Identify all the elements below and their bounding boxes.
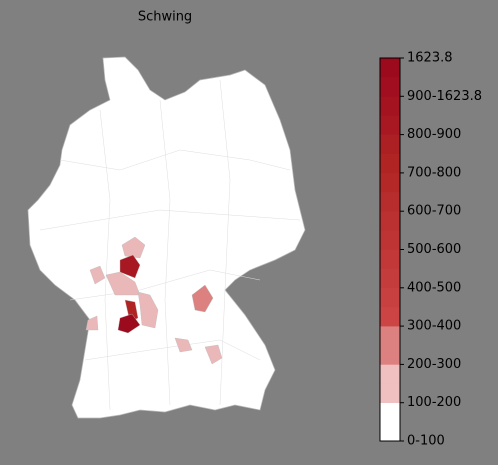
colorbar-segment xyxy=(380,287,400,308)
colorbar-label: 600-700 xyxy=(407,204,461,219)
colorbar-segment xyxy=(380,249,400,269)
colorbar-segment xyxy=(380,364,400,384)
colorbar-label: 300-400 xyxy=(407,319,461,334)
colorbar-segment xyxy=(380,421,400,442)
colorbar-segment xyxy=(380,402,400,423)
colorbar-segment xyxy=(380,134,400,155)
colorbar-label: 100-200 xyxy=(407,395,461,410)
map-title: Schwing xyxy=(138,10,192,25)
colorbar-label: 700-800 xyxy=(407,165,461,180)
colorbar-segment xyxy=(380,306,400,327)
colorbar-segment xyxy=(380,345,400,365)
colorbar-label: 0-100 xyxy=(407,434,445,449)
colorbar-label: 400-500 xyxy=(407,280,461,295)
colorbar-segment xyxy=(380,96,400,116)
colorbar: 1623.8 900-1623.8 800-900 700-800 600-700 500… xyxy=(379,51,482,449)
highlighted-districts xyxy=(85,236,223,365)
colorbar-segment xyxy=(380,383,400,403)
colorbar-label: 800-900 xyxy=(407,127,461,142)
colorbar-segment xyxy=(380,77,400,97)
colorbar-segment xyxy=(380,268,400,289)
colorbar-label: 200-300 xyxy=(407,357,461,372)
colorbar-segment xyxy=(380,172,400,193)
colorbar-segment xyxy=(380,192,400,212)
colorbar-segment xyxy=(380,115,400,135)
colorbar-label: 900-1623.8 xyxy=(407,89,482,104)
colorbar-segment xyxy=(380,230,400,250)
colorbar-label: 1623.8 xyxy=(407,51,453,66)
colorbar-segment xyxy=(380,211,400,231)
colorbar-segment xyxy=(380,153,400,174)
colorbar-segment xyxy=(380,326,400,346)
germany-map xyxy=(27,56,306,419)
colorbar-label: 500-600 xyxy=(407,242,461,257)
colorbar-segment xyxy=(380,58,400,78)
district-borders xyxy=(39,79,301,411)
